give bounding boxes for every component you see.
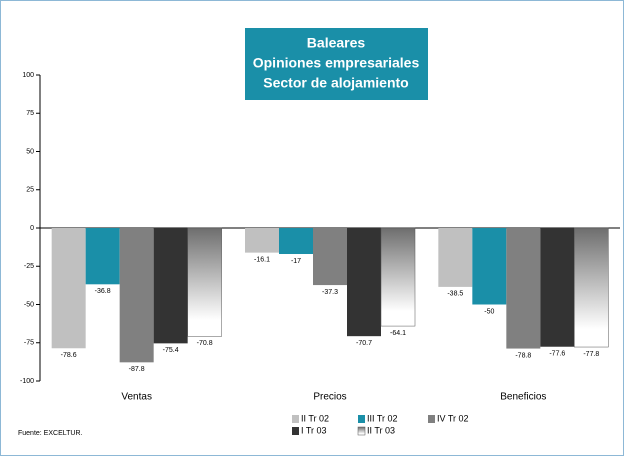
value-label: -50 [484,308,494,315]
bar [347,228,381,337]
x-tick-label: Beneficios [500,392,546,403]
bar [438,228,473,287]
bar [187,227,222,337]
value-label: -38.5 [447,291,463,298]
y-tick-label: -100 [20,378,34,385]
value-label: -16.1 [254,256,270,263]
chart-title: Sector de alojamiento [263,75,408,91]
x-tick-label: Ventas [121,392,152,403]
bar [506,228,541,349]
y-tick-label: 50 [26,148,34,155]
legend-swatch [358,415,365,423]
chart-title: Baleares [307,35,366,51]
bar [245,228,279,253]
legend-swatch [357,426,366,436]
legend-label: IV Tr 02 [437,413,469,423]
chart-title: Opiniones empresariales [253,55,420,71]
value-label: -64.1 [390,330,406,337]
bar [51,228,86,349]
value-label: -75.4 [163,347,179,354]
y-tick-label: 0 [30,225,34,232]
value-label: -78.8 [515,352,531,359]
value-label: -77.6 [549,351,565,358]
legend-swatch [428,415,435,423]
value-label: -87.8 [129,366,145,373]
bar [119,228,154,363]
y-tick-label: -25 [24,263,34,270]
bar [313,228,347,286]
y-tick-label: -50 [24,301,34,308]
x-tick-label: Precios [313,392,346,403]
legend-swatch [292,427,299,435]
value-label: -78.6 [61,352,77,359]
bar [574,227,609,348]
bar [153,228,188,344]
bar [85,228,120,285]
value-label: -37.3 [322,289,338,296]
bar [279,228,313,255]
value-label: -17 [291,258,301,265]
bar [540,228,575,347]
y-tick-label: 25 [26,187,34,194]
legend-label: I Tr 03 [301,425,327,435]
title-box [245,28,428,100]
legend-swatch [292,415,299,423]
value-label: -36.8 [95,288,111,295]
bar [472,228,507,305]
value-label: -77.8 [583,351,599,358]
legend-label: II Tr 03 [367,425,395,435]
legend-label: III Tr 02 [367,413,398,423]
y-tick-label: -75 [24,340,34,347]
value-label: -70.8 [197,340,213,347]
legend-label: II Tr 02 [301,413,329,423]
y-tick-label: 75 [26,110,34,117]
source: Fuente: EXCELTUR. [18,430,83,437]
value-label: -70.7 [356,340,372,347]
bar [380,227,416,327]
y-tick-label: 100 [22,72,34,79]
